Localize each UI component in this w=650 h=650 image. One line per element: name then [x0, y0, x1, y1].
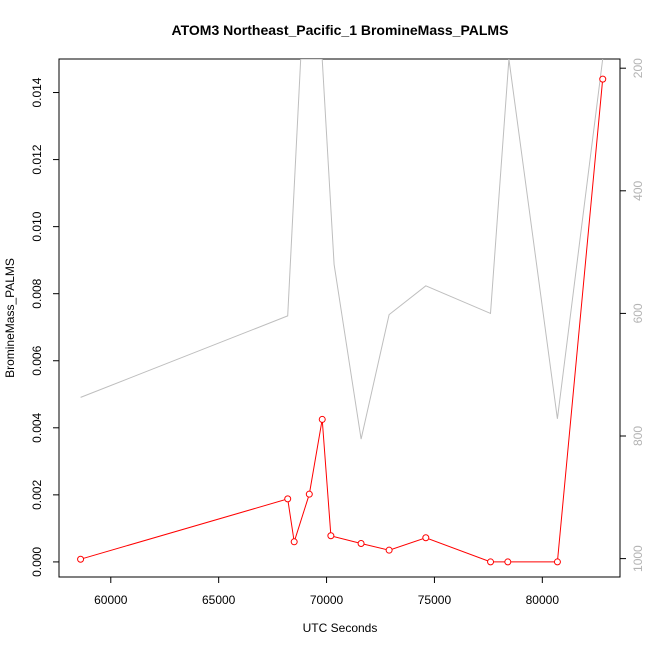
- x-tick-label: 75000: [418, 593, 452, 607]
- chart-title: ATOM3 Northeast_Pacific_1 BromineMass_PA…: [172, 22, 509, 38]
- x-tick-label: 60000: [94, 593, 128, 607]
- bromine-data-point: [77, 555, 85, 563]
- y-tick-label: 0.002: [30, 480, 44, 510]
- bromine-data-point: [599, 75, 607, 83]
- y-tick-label: 0.000: [30, 547, 44, 577]
- y-tick-label: 0.010: [30, 211, 44, 241]
- bromine-series-line: [80, 79, 604, 563]
- bromine-data-point: [357, 539, 365, 547]
- bromine-data-point: [284, 495, 292, 503]
- bromine-data-point: [504, 558, 512, 566]
- x-axis: 60000 65000 70000 75000 80000: [94, 576, 560, 607]
- right-y-axis: 200 400 600 800 1000: [619, 58, 645, 572]
- y-tick-label: 0.004: [30, 412, 44, 442]
- bromine-data-point: [290, 538, 298, 546]
- y-tick-label: 0.008: [30, 278, 44, 308]
- plot-box: [58, 58, 621, 578]
- bromine-data-point: [487, 558, 495, 566]
- series-layer: [77, 59, 607, 566]
- x-tick-label: 70000: [310, 593, 344, 607]
- y-axis-label: BromineMass_PALMS: [3, 258, 17, 378]
- pressure-series-line: [80, 59, 604, 440]
- x-tick-label: 65000: [202, 593, 236, 607]
- bromine-data-point: [553, 558, 561, 566]
- y-tick-label: 0.006: [30, 345, 44, 375]
- bromine-data-point: [422, 534, 430, 542]
- bromine-data-point: [318, 415, 326, 423]
- right-y-tick-label: 200: [631, 58, 645, 78]
- right-y-tick-label: 800: [631, 426, 645, 446]
- right-y-tick-label: 600: [631, 303, 645, 323]
- x-tick-label: 80000: [526, 593, 560, 607]
- bromine-data-point: [385, 546, 393, 554]
- y-tick-label: 0.014: [30, 77, 44, 107]
- y-tick-label: 0.012: [30, 144, 44, 174]
- y-axis: 0.000 0.002 0.004 0.006 0.008 0.010 0.012 0.014: [30, 77, 60, 577]
- bromine-data-point: [327, 532, 335, 540]
- bromine-data-point: [305, 490, 313, 498]
- right-y-tick-label: 1000: [631, 545, 645, 572]
- x-axis-label: UTC Seconds: [303, 621, 378, 635]
- right-y-tick-label: 400: [631, 180, 645, 200]
